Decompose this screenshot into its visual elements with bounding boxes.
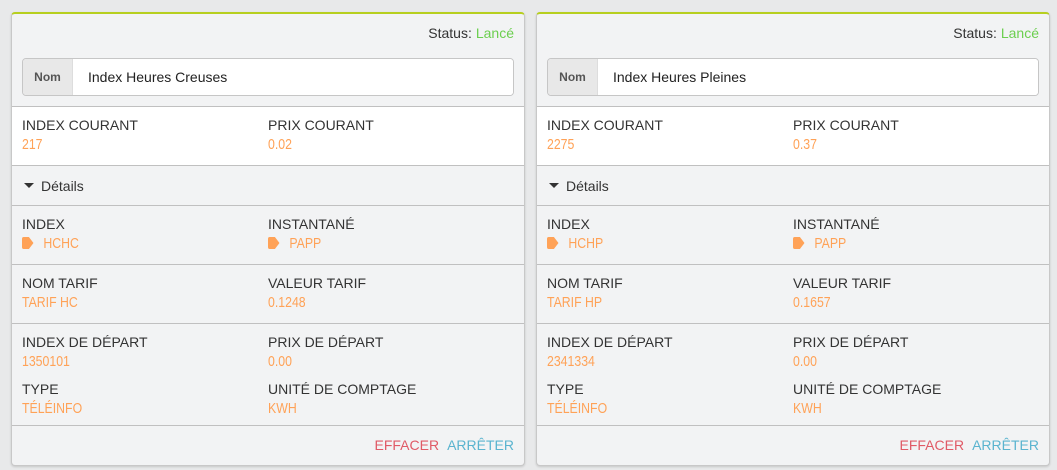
nom-tarif-value: TARIF HP — [547, 294, 603, 311]
prix-depart-value: 0.00 — [793, 353, 817, 370]
index: INDEX HCHP — [547, 216, 793, 264]
index-depart-value: 2341334 — [547, 353, 595, 370]
index-label: INDEX — [22, 216, 65, 232]
status-value: Lancé — [1000, 25, 1039, 41]
instantane: INSTANTANÉ PAPP — [793, 216, 1039, 264]
index-depart-label: INDEX DE DÉPART — [22, 334, 148, 350]
valeur-tarif-value: 0.1657 — [793, 294, 831, 311]
prix-depart-label: PRIX DE DÉPART — [793, 334, 909, 350]
valeur-tarif-label: VALEUR TARIF — [268, 275, 367, 291]
nom-tarif-label: NOM TARIF — [547, 275, 623, 291]
status-label: Status: — [428, 25, 472, 41]
prix-depart-label: PRIX DE DÉPART — [268, 334, 384, 350]
caret-down-icon — [549, 183, 559, 188]
current-section: INDEX COURANT 2275 PRIX COURANT 0.37 — [537, 106, 1049, 165]
name-input[interactable]: Index Heures Pleines — [598, 59, 1038, 95]
index-label: INDEX — [547, 216, 590, 232]
index-depart: INDEX DE DÉPART 2341334 — [547, 334, 793, 379]
instantane-value: PAPP — [814, 235, 847, 252]
tag-icon — [547, 237, 559, 249]
nom-tarif: NOM TARIF TARIF HP — [547, 275, 793, 323]
details-toggle[interactable]: Détails — [537, 165, 1049, 205]
tarif-section: NOM TARIF TARIF HC VALEUR TARIF 0.1248 — [12, 264, 524, 323]
unite-label: UNITÉ DE COMPTAGE — [793, 380, 942, 397]
status-label: Status: — [953, 25, 997, 41]
valeur-tarif-value: 0.1248 — [268, 294, 306, 311]
index-value: HCHC — [43, 235, 79, 252]
prix-depart: PRIX DE DÉPART 0.00 — [268, 334, 514, 379]
valeur-tarif: VALEUR TARIF 0.1657 — [793, 275, 1039, 323]
card-footer: EFFACER ARRÊTER — [537, 425, 1049, 465]
tag-icon — [268, 237, 280, 249]
current-section: INDEX COURANT 217 PRIX COURANT 0.02 — [12, 106, 524, 165]
meter-card: Status: Lancé Nom Index Heures Creuses IN… — [11, 12, 525, 466]
unite-value: KWH — [268, 399, 297, 417]
valeur-tarif-label: VALEUR TARIF — [793, 275, 892, 291]
type-value: TÉLÉINFO — [547, 399, 608, 417]
index: INDEX HCHC — [22, 216, 268, 264]
nom-tarif: NOM TARIF TARIF HC — [22, 275, 268, 323]
details-label: Détails — [566, 177, 609, 194]
prix-courant-value: 0.02 — [268, 136, 292, 153]
index-courant: INDEX COURANT 2275 — [547, 117, 793, 165]
instantane-label: INSTANTANÉ — [793, 216, 880, 232]
instantane-value: PAPP — [289, 235, 322, 252]
index-section: INDEX HCHC INSTANTANÉ PAPP — [12, 205, 524, 264]
index-courant-value: 217 — [22, 136, 43, 153]
type-label: TYPE — [547, 380, 584, 397]
caret-down-icon — [24, 183, 34, 188]
nom-tarif-value: TARIF HC — [22, 294, 78, 311]
details-label: Détails — [41, 177, 84, 194]
index-depart-label: INDEX DE DÉPART — [547, 334, 673, 350]
index-depart: INDEX DE DÉPART 1350101 — [22, 334, 268, 379]
index-value: HCHP — [568, 235, 604, 252]
name-field: Nom Index Heures Pleines — [547, 58, 1039, 96]
prix-courant-label: PRIX COURANT — [793, 117, 899, 133]
prix-depart-value: 0.00 — [268, 353, 292, 370]
prix-courant-label: PRIX COURANT — [268, 117, 374, 133]
status-value: Lancé — [475, 25, 514, 41]
name-input[interactable]: Index Heures Creuses — [73, 59, 513, 95]
type: TYPE TÉLÉINFO — [547, 381, 793, 426]
nom-tarif-label: NOM TARIF — [22, 275, 98, 291]
meter-card: Status: Lancé Nom Index Heures Pleines IN… — [536, 12, 1050, 466]
index-courant-label: INDEX COURANT — [547, 117, 663, 133]
name-field: Nom Index Heures Creuses — [22, 58, 514, 96]
type-value: TÉLÉINFO — [22, 399, 83, 417]
index-courant-label: INDEX COURANT — [22, 117, 138, 133]
status-row: Status: Lancé — [537, 14, 1049, 50]
depart-section: INDEX DE DÉPART 2341334 PRIX DE DÉPART 0.0… — [537, 323, 1049, 425]
type: TYPE TÉLÉINFO — [22, 381, 268, 426]
details-toggle[interactable]: Détails — [12, 165, 524, 205]
prix-courant: PRIX COURANT 0.02 — [268, 117, 514, 165]
card-footer: EFFACER ARRÊTER — [12, 425, 524, 465]
type-label: TYPE — [22, 380, 59, 397]
tag-icon — [793, 237, 805, 249]
index-section: INDEX HCHP INSTANTANÉ PAPP — [537, 205, 1049, 264]
tag-icon — [22, 237, 34, 249]
unite-value: KWH — [793, 399, 822, 417]
tarif-section: NOM TARIF TARIF HP VALEUR TARIF 0.1657 — [537, 264, 1049, 323]
status-row: Status: Lancé — [12, 14, 524, 50]
name-label: Nom — [548, 59, 598, 95]
instantane: INSTANTANÉ PAPP — [268, 216, 514, 264]
unite: UNITÉ DE COMPTAGE KWH — [793, 381, 1039, 426]
unite: UNITÉ DE COMPTAGE KWH — [268, 381, 514, 426]
stop-button[interactable]: ARRÊTER — [447, 437, 514, 453]
prix-courant: PRIX COURANT 0.37 — [793, 117, 1039, 165]
clear-button[interactable]: EFFACER — [374, 437, 440, 453]
prix-depart: PRIX DE DÉPART 0.00 — [793, 334, 1039, 379]
valeur-tarif: VALEUR TARIF 0.1248 — [268, 275, 514, 323]
instantane-label: INSTANTANÉ — [268, 216, 355, 232]
depart-section: INDEX DE DÉPART 1350101 PRIX DE DÉPART 0.0… — [12, 323, 524, 425]
prix-courant-value: 0.37 — [793, 136, 817, 153]
name-label: Nom — [23, 59, 73, 95]
index-depart-value: 1350101 — [22, 353, 70, 370]
stop-button[interactable]: ARRÊTER — [972, 437, 1039, 453]
clear-button[interactable]: EFFACER — [899, 437, 965, 453]
index-courant: INDEX COURANT 217 — [22, 117, 268, 165]
index-courant-value: 2275 — [547, 136, 575, 153]
unite-label: UNITÉ DE COMPTAGE — [268, 380, 417, 397]
